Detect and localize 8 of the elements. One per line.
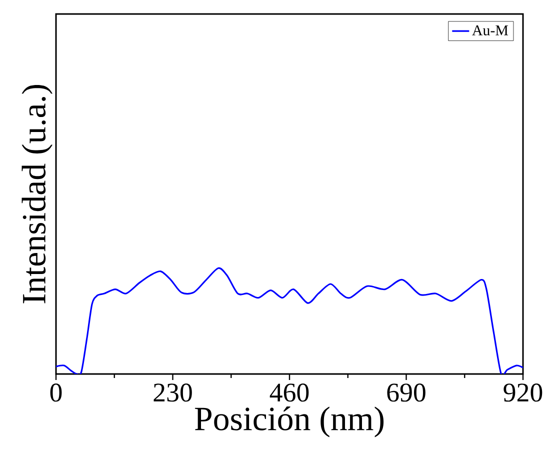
y-axis-title: Intensidad (u.a.)	[22, 84, 52, 304]
x-axis-title: Posición (nm)	[194, 406, 384, 438]
x-tick-label: 0	[50, 384, 62, 402]
x-tick-label: 460	[270, 384, 309, 402]
legend-label: Au-M	[472, 25, 508, 36]
x-tick-label: 920	[504, 384, 542, 402]
x-tick-label: 230	[154, 384, 192, 402]
x-tick-label: 690	[387, 384, 426, 402]
